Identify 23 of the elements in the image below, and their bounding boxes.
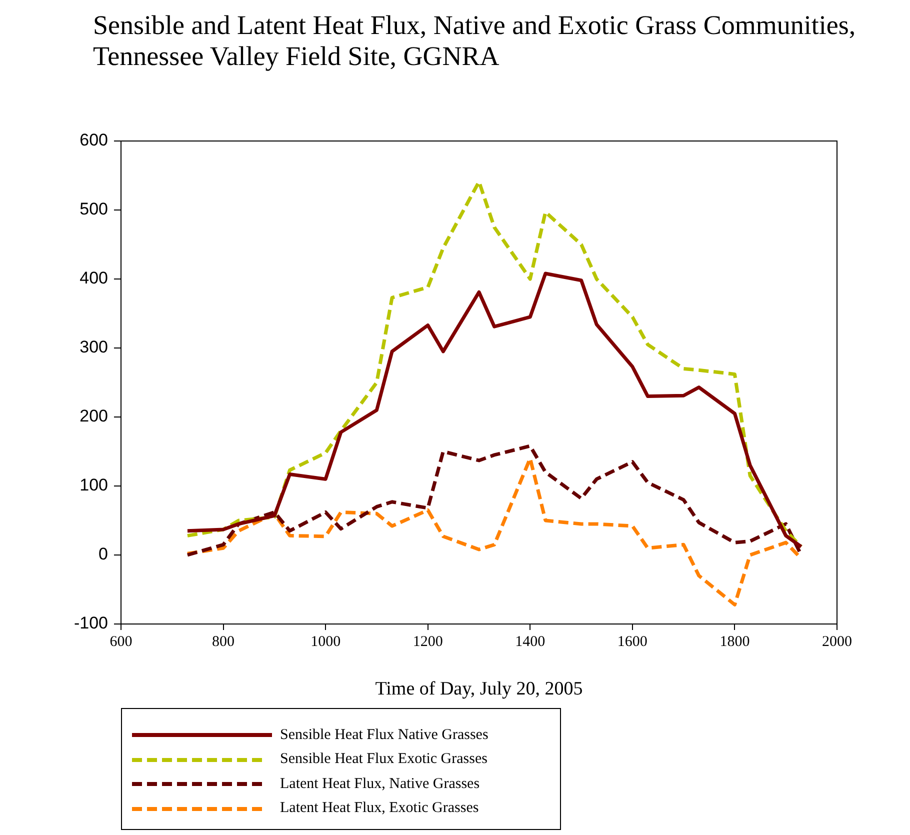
x-tick-label: 1400 [515,634,546,650]
line-series [186,444,803,557]
y-tick-label: 0 [98,544,108,564]
y-tick-label: 600 [80,130,108,150]
x-tick-label: 800 [212,634,235,650]
legend-label: Sensible Heat Flux Native Grasses [280,726,488,744]
x-tick-label: 1600 [617,634,648,650]
y-tick-label: 100 [80,476,108,495]
x-tick-label: 2000 [822,634,852,650]
y-tick-label: 300 [80,338,108,357]
y-tick-label: 200 [80,406,108,426]
y-tick-label: 500 [80,200,108,219]
legend-label: Latent Heat Flux, Exotic Grasses [280,800,479,818]
y-tick-label: 400 [80,268,108,288]
x-axis-title: Time of Day, July 20, 2005 [375,678,583,700]
legend-label: Sensible Heat Flux Exotic Grasses [280,751,488,768]
x-tick-label: 600 [110,634,132,650]
chart-title: Sensible and Latent Heat Flux, Native and Exotic Grass Communities, Tennessee Valley Field Site, GGNRA [93,10,857,72]
y-tick-label: -100 [74,614,108,633]
legend-label: Latent Heat Flux, Native Grasses [280,776,480,793]
x-tick-label: 1200 [412,634,443,650]
x-tick-label: 1000 [310,634,341,650]
x-tick-label: 1800 [720,634,750,650]
